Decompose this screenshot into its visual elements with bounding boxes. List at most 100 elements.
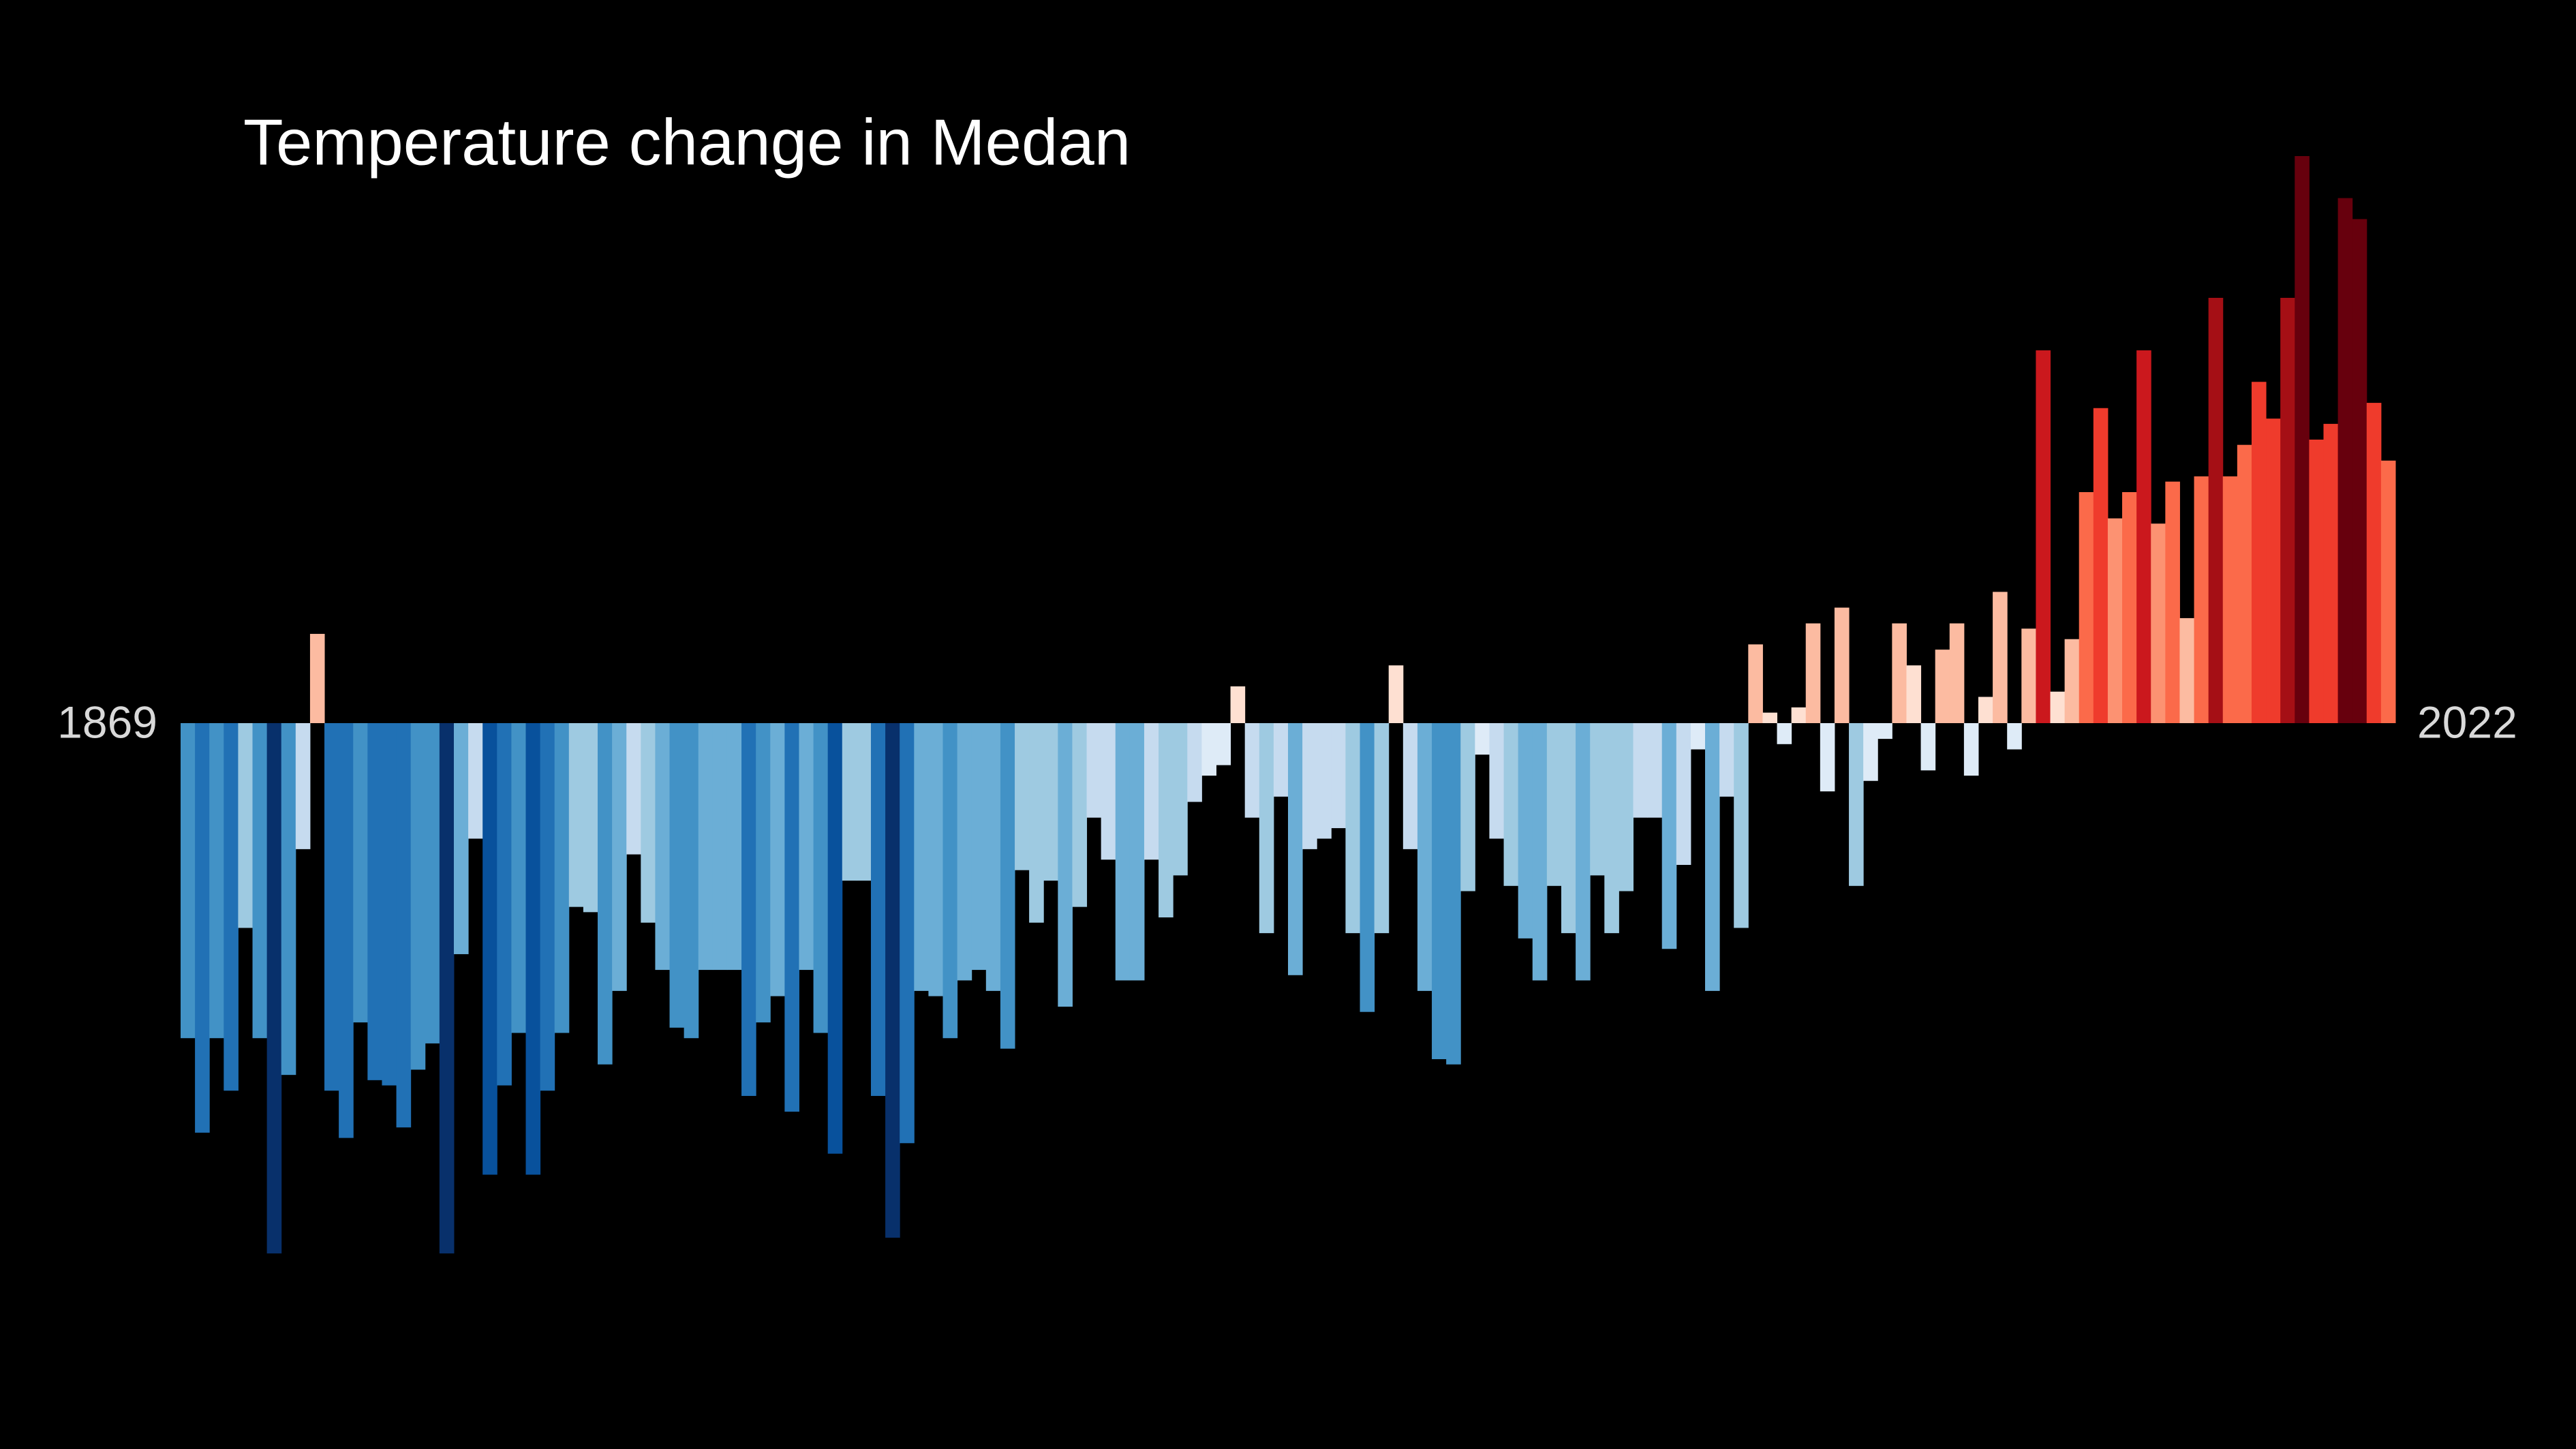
bar <box>1317 723 1332 839</box>
bar <box>1604 723 1619 934</box>
bar <box>1432 723 1447 1060</box>
bar <box>1748 644 1763 723</box>
bar <box>1173 723 1188 876</box>
bar <box>2122 492 2137 723</box>
bar <box>1920 723 1936 771</box>
bar <box>2280 298 2295 723</box>
bar <box>870 723 886 1096</box>
bar <box>2295 156 2310 723</box>
bar <box>1762 712 1778 723</box>
bar <box>1302 723 1317 849</box>
bar <box>1633 723 1649 818</box>
bar <box>1374 723 1390 934</box>
bar <box>1503 723 1519 886</box>
bar <box>583 723 598 913</box>
bar <box>252 723 268 1039</box>
bar <box>1259 723 1274 934</box>
bar <box>453 723 469 954</box>
bar <box>684 723 699 1039</box>
bar <box>1129 723 1145 981</box>
bar <box>2222 476 2238 723</box>
bar <box>410 723 426 1070</box>
bar <box>2266 418 2281 723</box>
bar <box>382 723 397 1086</box>
bar <box>468 723 483 839</box>
chart-title: Temperature change in Medan <box>243 106 1131 179</box>
bar <box>2309 440 2324 723</box>
bar <box>1230 686 1246 723</box>
bar <box>1187 723 1202 802</box>
bar <box>554 723 570 1033</box>
bar <box>2079 492 2094 723</box>
bar <box>2179 617 2195 723</box>
bar <box>1058 723 1073 1007</box>
bar <box>1791 707 1807 723</box>
bar <box>367 723 382 1080</box>
bar <box>1072 723 1088 907</box>
bar <box>425 723 440 1043</box>
bar <box>957 723 972 981</box>
bar <box>1144 723 1159 860</box>
bar <box>1000 723 1015 1049</box>
bar <box>1834 607 1850 723</box>
bar <box>482 723 497 1175</box>
bar <box>1561 723 1576 934</box>
bar <box>799 723 814 971</box>
bar <box>928 723 944 996</box>
bar <box>1546 723 1562 886</box>
bar <box>1417 723 1432 991</box>
bar <box>568 723 584 907</box>
bar <box>2165 481 2180 723</box>
bar <box>1619 723 1634 891</box>
bar <box>1949 623 1965 723</box>
bar <box>2237 444 2252 723</box>
bar <box>1820 723 1835 792</box>
bar <box>2208 298 2224 723</box>
bar <box>1475 723 1490 755</box>
bar <box>2050 691 2066 723</box>
bar <box>1676 723 1691 865</box>
bar <box>1963 723 1979 776</box>
bar <box>266 723 282 1254</box>
bar <box>1647 723 1663 818</box>
bar <box>885 723 900 1238</box>
bar <box>2323 423 2339 723</box>
bar <box>914 723 929 991</box>
bar <box>2107 518 2123 723</box>
bar <box>726 723 742 971</box>
bar <box>1029 723 1044 923</box>
bar <box>1590 723 1605 876</box>
bar <box>2337 198 2353 723</box>
bar <box>1331 723 1346 829</box>
bar <box>1159 723 1174 918</box>
bar <box>1201 723 1216 776</box>
bar <box>756 723 771 1023</box>
bar <box>1086 723 1102 818</box>
bar <box>1805 623 1821 723</box>
bar <box>1978 697 1993 723</box>
bar <box>712 723 728 971</box>
bar <box>2251 382 2267 723</box>
bar <box>842 723 857 881</box>
bar <box>295 723 311 849</box>
bar <box>2007 723 2022 750</box>
bar <box>985 723 1001 991</box>
bar <box>339 723 354 1138</box>
bar <box>511 723 526 1033</box>
bar <box>209 723 224 1039</box>
bar <box>1273 723 1289 797</box>
bar <box>598 723 613 1065</box>
x-tick-label: 1869 <box>57 697 157 747</box>
bar <box>224 723 239 1091</box>
bar <box>525 723 541 1175</box>
bar <box>1777 723 1792 744</box>
bar <box>1101 723 1116 860</box>
bar <box>1532 723 1548 981</box>
bar <box>1388 665 1404 723</box>
bar <box>1360 723 1375 1012</box>
bar <box>856 723 872 881</box>
bar <box>827 723 843 1154</box>
bar <box>2136 350 2151 723</box>
bar <box>1906 665 1922 723</box>
